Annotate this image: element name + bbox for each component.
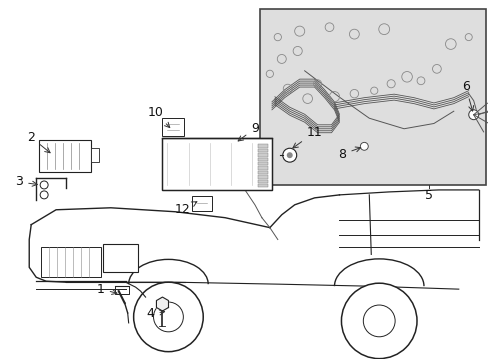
Bar xyxy=(39,140,91,172)
Polygon shape xyxy=(156,297,168,311)
Text: 7: 7 xyxy=(0,359,1,360)
Bar xyxy=(192,196,212,211)
Bar xyxy=(91,148,99,162)
Bar xyxy=(257,162,267,165)
Bar xyxy=(162,118,184,136)
Circle shape xyxy=(286,152,292,158)
Bar xyxy=(257,166,267,170)
Bar xyxy=(41,247,101,277)
Text: 1: 1 xyxy=(97,283,117,296)
Text: 5: 5 xyxy=(424,189,432,202)
Bar xyxy=(257,171,267,174)
Text: 4: 4 xyxy=(146,307,164,320)
Text: 9: 9 xyxy=(238,122,258,141)
Bar xyxy=(257,180,267,183)
Bar xyxy=(257,158,267,161)
Text: 2: 2 xyxy=(27,131,50,153)
Bar xyxy=(102,244,137,272)
Bar xyxy=(257,144,267,148)
Text: 8: 8 xyxy=(338,147,360,161)
Bar xyxy=(257,175,267,179)
Bar xyxy=(257,153,267,157)
Text: 6: 6 xyxy=(461,80,473,111)
Bar xyxy=(257,149,267,152)
Circle shape xyxy=(341,283,416,359)
Circle shape xyxy=(133,282,203,352)
Bar xyxy=(162,138,271,190)
Bar xyxy=(260,9,485,185)
Text: 11: 11 xyxy=(292,126,322,148)
Text: 12: 12 xyxy=(174,202,197,216)
Text: 3: 3 xyxy=(15,175,37,189)
Circle shape xyxy=(282,148,296,162)
Bar xyxy=(257,184,267,188)
Circle shape xyxy=(468,110,478,120)
Text: 10: 10 xyxy=(147,106,169,127)
Circle shape xyxy=(360,142,367,150)
